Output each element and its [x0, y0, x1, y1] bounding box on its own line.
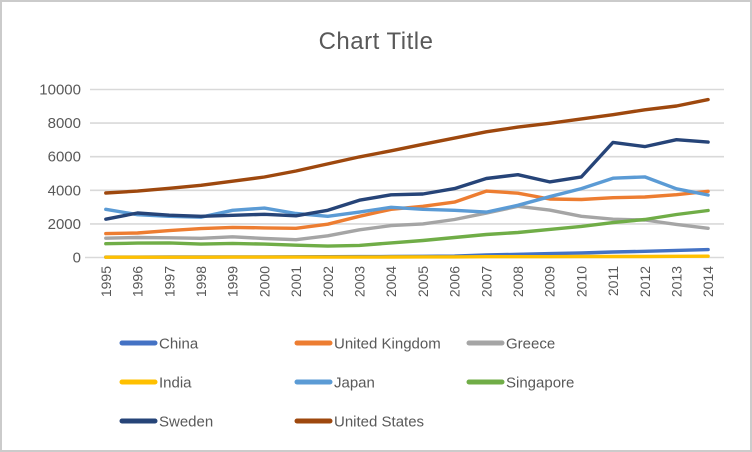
- y-tick-label: 0: [73, 250, 81, 267]
- x-tick-label: 2005: [415, 266, 431, 297]
- x-tick-label: 1995: [98, 266, 114, 297]
- x-tick-label: 2006: [447, 266, 463, 297]
- y-tick-label: 10000: [39, 82, 81, 99]
- series-line-sweden[interactable]: [104, 137, 710, 221]
- x-tick-label: 2003: [351, 266, 367, 297]
- y-tick-label: 8000: [48, 115, 81, 132]
- legend-item-japan[interactable]: Japan: [294, 375, 375, 392]
- series-line-singapore[interactable]: [104, 208, 710, 248]
- x-tick-label: 1996: [130, 266, 146, 297]
- x-tick-label: 1998: [193, 266, 209, 297]
- legend-label-singapore: Singapore: [506, 375, 574, 392]
- legend-label-greece: Greece: [506, 336, 555, 353]
- x-tick-label: 2001: [288, 266, 304, 297]
- series-line-united-states[interactable]: [104, 97, 710, 195]
- x-tick-label: 2008: [510, 266, 526, 297]
- legend-label-sweden: Sweden: [159, 414, 213, 431]
- legend-item-greece[interactable]: Greece: [466, 336, 555, 353]
- legend-item-singapore[interactable]: Singapore: [466, 375, 574, 392]
- x-tick-label: 2012: [637, 266, 653, 297]
- legend-label-united-states: United States: [334, 414, 424, 431]
- chart-title[interactable]: Chart Title: [318, 28, 434, 55]
- series-line-united-kingdom[interactable]: [104, 189, 710, 236]
- legend-item-china[interactable]: China: [119, 336, 199, 353]
- x-tick-label: 2010: [573, 266, 589, 297]
- x-tick-label: 2011: [605, 266, 621, 296]
- y-tick-label: 6000: [48, 149, 81, 166]
- legend-item-united-states[interactable]: United States: [294, 414, 424, 431]
- x-tick-label: 2013: [668, 266, 684, 297]
- legend-label-india: India: [159, 375, 192, 392]
- x-tick-label: 2000: [256, 266, 272, 297]
- legend-label-united-kingdom: United Kingdom: [334, 336, 441, 353]
- y-tick-label: 2000: [48, 216, 81, 233]
- x-tick-label: 2014: [700, 266, 716, 297]
- series-line-greece[interactable]: [104, 204, 710, 242]
- x-tick-label: 1999: [225, 266, 241, 297]
- legend-item-sweden[interactable]: Sweden: [119, 414, 213, 431]
- legend-label-japan: Japan: [334, 375, 375, 392]
- x-tick-label: 1997: [161, 266, 177, 297]
- x-tick-label: 2007: [478, 266, 494, 297]
- x-tick-label: 2002: [320, 266, 336, 297]
- legend-item-india[interactable]: India: [119, 375, 192, 392]
- legend-item-united-kingdom[interactable]: United Kingdom: [294, 336, 441, 353]
- legend-label-china: China: [159, 336, 199, 353]
- x-tick-label: 2004: [383, 266, 399, 297]
- series-line-india[interactable]: [104, 254, 710, 259]
- x-tick-label: 2009: [542, 266, 558, 297]
- y-tick-label: 4000: [48, 182, 81, 199]
